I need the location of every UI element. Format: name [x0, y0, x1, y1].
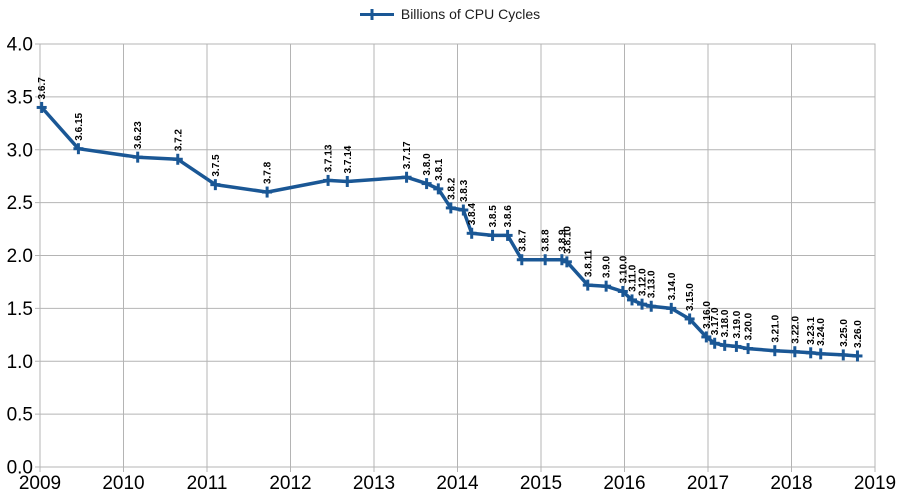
data-point-label: 3.8.8	[541, 229, 552, 252]
y-tick-label: 4.0	[7, 35, 33, 56]
data-point-label: 3.10.0	[618, 255, 629, 283]
x-tick-label: 2014	[436, 473, 479, 494]
data-point-label: 3.7.14	[343, 145, 354, 173]
y-tick-label: 0.0	[7, 458, 33, 479]
data-point-label: 3.11.0	[628, 264, 639, 292]
x-tick-label: 2010	[102, 473, 144, 494]
data-point-label: 3.8.4	[467, 203, 478, 226]
data-point-label: 3.9.0	[602, 255, 613, 278]
data-point-label: 3.6.7	[37, 77, 48, 100]
data-point-label: 3.6.23	[133, 121, 144, 149]
data-point-label: 3.7.2	[173, 129, 184, 152]
x-tick-label: 2017	[687, 473, 729, 494]
y-tick-label: 1.0	[7, 352, 33, 373]
data-point-label: 3.8.11	[583, 249, 594, 277]
data-point-label: 3.8.2	[446, 177, 457, 200]
data-point-label: 3.18.0	[720, 309, 731, 337]
x-tick-label: 2011	[187, 473, 228, 494]
data-point-label: 3.7.5	[211, 154, 222, 177]
data-point-label: 3.8.10	[562, 226, 573, 254]
data-point-label: 3.16.0	[702, 301, 713, 329]
x-tick-label: 2016	[603, 473, 645, 494]
data-point-label: 3.7.17	[402, 141, 413, 169]
plot-border	[39, 43, 876, 468]
data-point-label: 3.23.1	[806, 317, 817, 345]
data-point-label: 3.17.0	[710, 307, 721, 335]
data-point-label: 3.8.0	[422, 153, 433, 176]
x-tick-label: 2018	[770, 473, 812, 494]
data-point-label: 3.8.6	[503, 205, 514, 228]
data-point-label: 3.8.7	[517, 229, 528, 252]
y-tick-label: 3.0	[7, 140, 33, 161]
data-point-label: 3.13.0	[647, 270, 658, 298]
data-point-label: 3.6.15	[74, 112, 85, 140]
x-tick-label: 2015	[520, 473, 562, 494]
y-tick-label: 2.5	[7, 193, 33, 214]
data-point-label: 3.20.0	[744, 312, 755, 340]
data-point-label: 3.12.0	[638, 268, 649, 296]
y-tick-label: 2.0	[7, 246, 33, 267]
x-tick-label: 2012	[269, 473, 311, 494]
y-tick-label: 3.5	[7, 87, 33, 108]
data-point-label: 3.22.0	[790, 315, 801, 343]
data-point-label: 3.8.5	[488, 205, 499, 228]
data-point-label: 3.24.0	[816, 318, 827, 346]
x-tick-label: 2009	[19, 473, 61, 494]
x-tick-label: 2019	[854, 473, 896, 494]
data-point-label: 3.19.0	[732, 310, 743, 338]
y-tick-label: 1.5	[7, 299, 33, 320]
data-point-label: 3.8.3	[459, 179, 470, 202]
data-point-label: 3.7.13	[324, 144, 335, 172]
y-tick-label: 0.5	[7, 405, 33, 426]
data-point-label: 3.8.1	[434, 158, 445, 181]
data-point-label: 3.14.0	[667, 272, 678, 300]
data-point-label: 3.7.8	[263, 161, 274, 184]
data-point-label: 3.15.0	[685, 283, 696, 311]
data-point-label: 3.25.0	[839, 319, 850, 347]
data-point-label: 3.21.0	[770, 314, 781, 342]
x-tick-label: 2013	[353, 473, 395, 494]
data-point-label: 3.26.0	[853, 320, 864, 348]
data-point-label: 3.8.9	[557, 229, 568, 252]
